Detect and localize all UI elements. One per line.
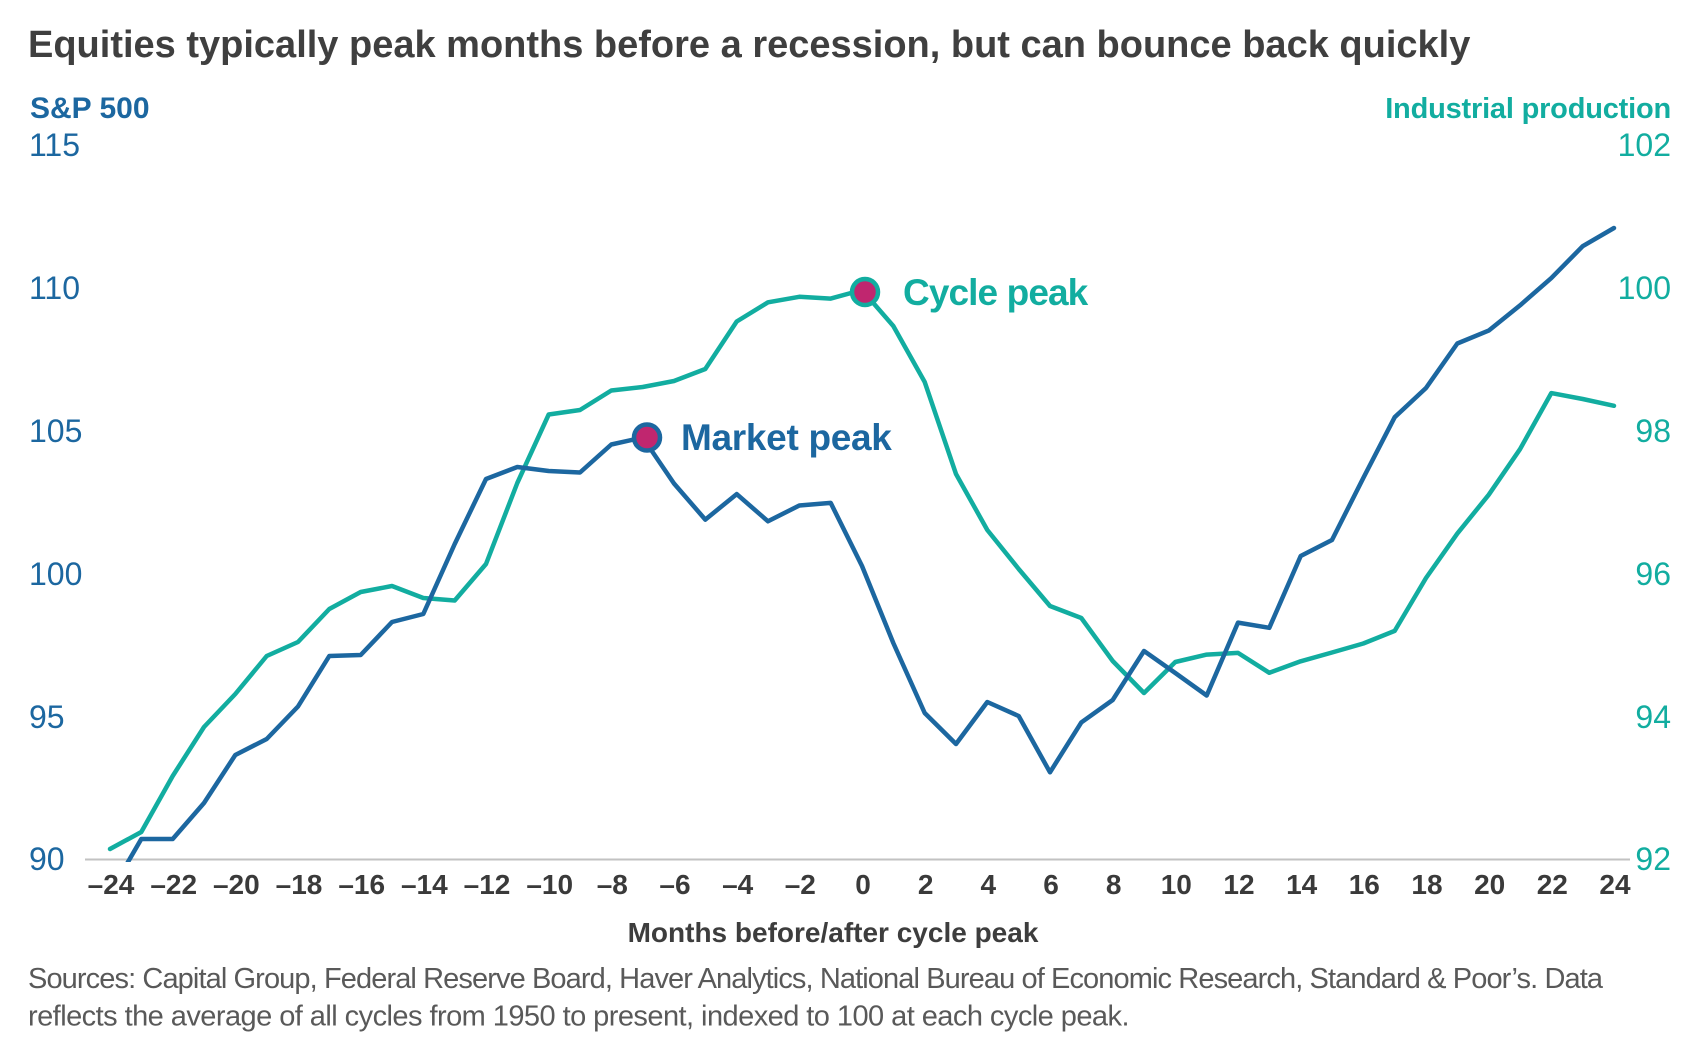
svg-text:–10: –10 [526,869,573,900]
svg-text:4: 4 [981,869,997,900]
svg-text:–14: –14 [401,869,448,900]
svg-text:–24: –24 [88,869,135,900]
svg-text:Market peak: Market peak [681,417,892,458]
svg-text:14: 14 [1286,869,1318,900]
svg-text:105: 105 [29,413,82,449]
svg-text:100: 100 [1618,270,1671,306]
svg-text:–12: –12 [464,869,511,900]
svg-text:6: 6 [1043,869,1059,900]
svg-text:reflects the average of all cy: reflects the average of all cycles from … [28,1001,1129,1033]
svg-text:22: 22 [1537,869,1568,900]
svg-text:92: 92 [1635,841,1671,877]
svg-text:Sources: Capital Group, Federa: Sources: Capital Group, Federal Reserve … [28,963,1604,995]
svg-text:–6: –6 [659,869,690,900]
svg-text:115: 115 [29,127,80,163]
svg-text:2: 2 [918,869,934,900]
svg-text:98: 98 [1635,413,1671,449]
svg-text:Months before/after cycle peak: Months before/after cycle peak [628,917,1039,948]
svg-text:20: 20 [1474,869,1505,900]
svg-text:0: 0 [855,869,871,900]
svg-text:–18: –18 [276,869,323,900]
svg-text:10: 10 [1161,869,1192,900]
svg-text:–2: –2 [785,869,816,900]
svg-text:Equities typically peak months: Equities typically peak months before a … [28,24,1470,66]
svg-text:94: 94 [1635,699,1671,735]
svg-text:S&P 500: S&P 500 [30,92,150,125]
svg-text:–4: –4 [722,869,754,900]
svg-text:–8: –8 [597,869,628,900]
svg-text:–20: –20 [213,869,260,900]
svg-text:90: 90 [29,841,65,877]
svg-text:Cycle peak: Cycle peak [903,272,1089,313]
svg-text:16: 16 [1349,869,1380,900]
svg-text:100: 100 [29,556,82,592]
svg-text:8: 8 [1106,869,1122,900]
svg-text:18: 18 [1411,869,1442,900]
svg-text:96: 96 [1635,556,1671,592]
svg-text:102: 102 [1618,127,1671,163]
svg-text:24: 24 [1599,869,1631,900]
svg-text:–22: –22 [150,869,197,900]
svg-text:12: 12 [1223,869,1254,900]
svg-text:110: 110 [29,270,80,306]
svg-text:–16: –16 [338,869,385,900]
svg-text:Industrial production: Industrial production [1385,93,1671,125]
svg-text:95: 95 [29,699,65,735]
